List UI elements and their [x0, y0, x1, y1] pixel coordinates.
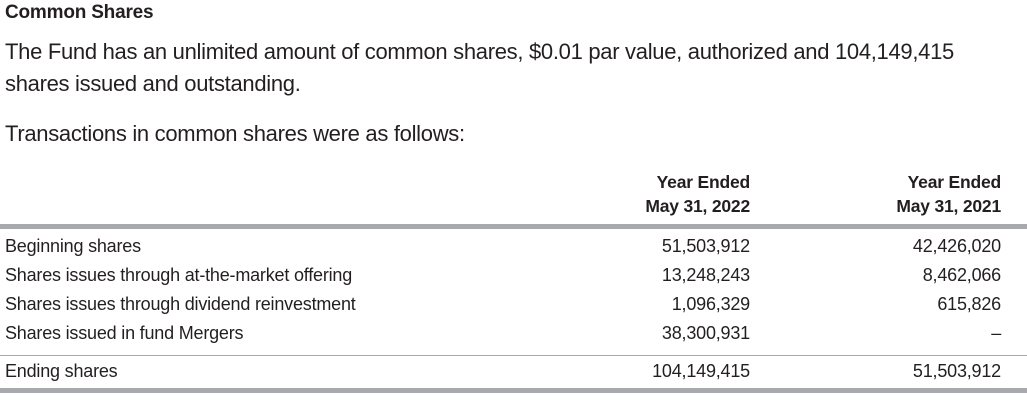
row-value-2022: 1,096,329 [671, 294, 750, 314]
total-value-2021: 51,503,912 [912, 361, 1001, 381]
row-value-2022: 38,300,931 [661, 323, 750, 343]
table-row: Beginning shares 51,503,912 42,426,020 [0, 236, 1027, 265]
row-value-2022: 13,248,243 [661, 265, 750, 285]
table-row: Shares issues through dividend reinvestm… [0, 294, 1027, 323]
total-divider [0, 355, 1027, 356]
total-label: Ending shares [5, 361, 118, 381]
column-header-2021: Year Ended May 31, 2021 [896, 170, 1001, 218]
table-row: Shares issued in fund Mergers 38,300,931… [0, 323, 1027, 352]
row-label: Shares issued in fund Mergers [5, 323, 244, 343]
column-header-2022-line1: Year Ended [656, 172, 751, 192]
row-label: Shares issues through at-the-market offe… [5, 265, 353, 285]
description-paragraph: The Fund has an unlimited amount of comm… [5, 39, 954, 96]
column-header-2021-line1: Year Ended [907, 172, 1002, 192]
total-value-2022: 104,149,415 [652, 361, 750, 381]
header-divider [0, 224, 1027, 229]
row-value-2021: 42,426,020 [912, 236, 1001, 256]
table-row: Shares issues through at-the-market offe… [0, 265, 1027, 294]
row-value-2021: 8,462,066 [922, 265, 1001, 285]
table-intro: Transactions in common shares were as fo… [5, 121, 465, 146]
column-header-2022-line2: May 31, 2022 [645, 196, 750, 216]
column-header-2021-line2: May 31, 2021 [896, 196, 1001, 216]
row-label: Shares issues through dividend reinvestm… [5, 294, 356, 314]
column-header-2022: Year Ended May 31, 2022 [645, 170, 750, 218]
total-row: Ending shares 104,149,415 51,503,912 [0, 361, 1027, 390]
row-value-2021: – [991, 323, 1001, 343]
row-value-2021: 615,826 [937, 294, 1001, 314]
section-title: Common Shares [5, 2, 154, 23]
table-bottom-rule [0, 388, 1027, 393]
row-label: Beginning shares [5, 236, 141, 256]
row-value-2022: 51,503,912 [661, 236, 750, 256]
